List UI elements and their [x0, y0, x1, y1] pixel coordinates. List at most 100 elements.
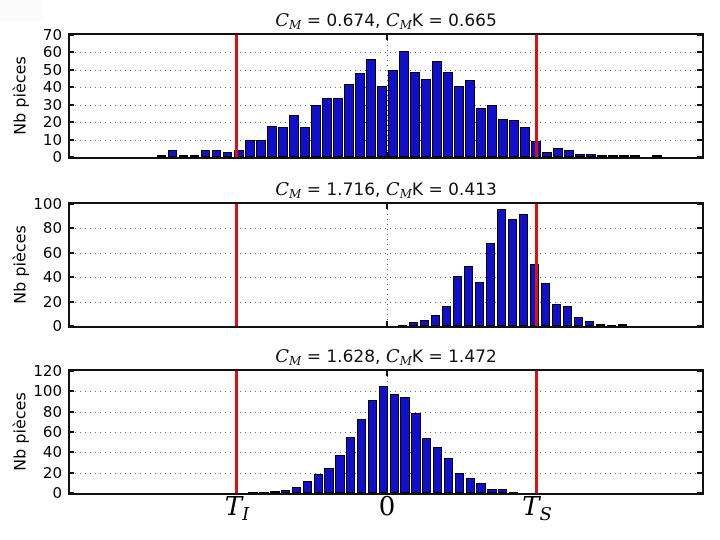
histogram-bar [606, 324, 616, 326]
histogram-bar [289, 115, 299, 157]
y-tick-mark [70, 35, 74, 36]
histogram-bar [584, 321, 594, 326]
y-tick-label: 20 [42, 292, 62, 311]
histogram-bar [366, 59, 376, 157]
y-tick-mark [70, 121, 74, 124]
histogram-bar [443, 71, 453, 157]
y-tick-mark [697, 325, 702, 326]
y-tick-mark [697, 138, 702, 141]
histogram-bar [452, 275, 462, 326]
histogram-bar [564, 150, 574, 157]
y-tick-mark [697, 471, 702, 474]
histogram-bar [474, 282, 484, 326]
histogram-bar [355, 73, 365, 157]
histogram-bar [487, 104, 497, 157]
histogram-bar [518, 213, 528, 326]
y-tick-label: 100 [33, 195, 62, 213]
histogram-bar [498, 488, 508, 493]
histogram-bar [551, 304, 561, 326]
histogram-bar [397, 324, 407, 326]
histogram-bar [281, 489, 291, 493]
histogram-bar [441, 306, 451, 326]
histogram-bar [256, 139, 266, 157]
y-axis-label: Nb pièces [10, 392, 30, 471]
histogram-bar [356, 418, 367, 493]
y-tick-mark [70, 251, 74, 254]
histogram-bar [508, 491, 519, 493]
histogram-bar [496, 208, 506, 326]
histogram-bar [270, 490, 280, 493]
histogram-bar [179, 155, 189, 157]
y-tick-mark [697, 51, 702, 54]
y-tick-mark [70, 138, 74, 141]
histogram-bar [389, 394, 399, 493]
t-s-limit-line [535, 35, 539, 157]
axes-1 [68, 33, 704, 159]
histogram-bar [619, 155, 629, 157]
y-tick-mark [70, 86, 74, 89]
histogram-bar [324, 467, 334, 493]
histogram-bar [540, 283, 550, 326]
y-tick-mark [697, 35, 702, 36]
histogram-bar [410, 71, 420, 157]
y-tick-label: 40 [42, 78, 62, 97]
y-tick-mark [697, 204, 702, 205]
y-tick-mark [697, 371, 702, 372]
gridline-y60 [70, 52, 702, 54]
histogram-bar [465, 477, 475, 493]
histogram-bar [346, 437, 356, 493]
histogram-bar [509, 120, 519, 157]
histogram-bar [617, 323, 627, 326]
plot-area-1 [70, 35, 702, 157]
histogram-bar [586, 153, 596, 157]
y-tick-mark [70, 451, 74, 454]
y-tick-mark [70, 371, 74, 372]
histogram-bar [378, 386, 389, 493]
y-tick-mark [70, 300, 74, 303]
t-s-limit-line [535, 204, 539, 326]
histogram-bar [432, 447, 443, 493]
y-tick-label: 60 [42, 243, 62, 262]
histogram-bar [344, 83, 354, 157]
y-tick-label: 40 [42, 443, 62, 462]
histogram-bar [422, 438, 432, 493]
gridline-y50 [70, 69, 702, 71]
histogram-bar [400, 397, 410, 493]
y-tick-label: 100 [33, 382, 62, 401]
histogram-bar [300, 127, 310, 157]
x-tick-mark [386, 488, 388, 493]
y-tick-label: 70 [42, 26, 62, 44]
histogram-bar [322, 97, 332, 157]
x-axis-label-ts: TS [522, 492, 552, 525]
histogram-bar [201, 150, 211, 157]
x-axis-label-ti: TI [224, 492, 250, 525]
t-i-limit-line [235, 371, 239, 493]
histogram-bar [597, 155, 607, 157]
y-tick-label: 120 [33, 362, 62, 380]
y-tick-mark [697, 251, 702, 254]
y-tick-label: 10 [42, 130, 62, 149]
histogram-bar [248, 491, 258, 493]
histogram-bar [278, 127, 288, 157]
histogram-bar [333, 97, 343, 157]
y-tick-mark [70, 103, 74, 106]
histogram-bar [476, 108, 486, 157]
y-tick-mark [70, 68, 74, 71]
y-tick-mark [697, 103, 702, 106]
histogram-bar [652, 155, 662, 157]
histogram-bar [542, 151, 552, 157]
histogram-bar [595, 323, 605, 326]
plot-area-2 [70, 204, 702, 326]
y-tick-mark [697, 451, 702, 454]
histogram-bar [291, 486, 302, 493]
y-tick-label: 0 [52, 484, 62, 502]
histogram-bar [432, 61, 442, 157]
histogram-bar [608, 155, 618, 157]
plot-title-2: CM = 1.716, CMK = 0.413 [275, 179, 497, 201]
y-tick-mark [697, 390, 702, 393]
y-tick-mark [70, 431, 74, 433]
histogram-bar [498, 118, 508, 157]
histogram-bar [487, 488, 497, 493]
y-tick-mark [70, 390, 74, 393]
